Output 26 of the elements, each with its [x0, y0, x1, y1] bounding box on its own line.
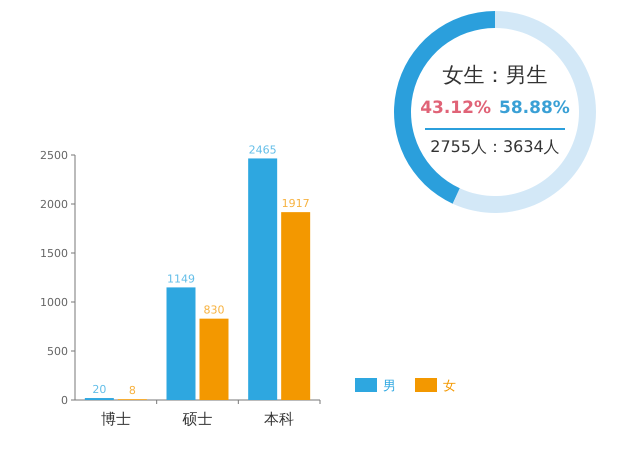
- bar: [281, 212, 310, 400]
- data-label: 1917: [282, 197, 310, 210]
- legend-label: 男: [383, 379, 396, 394]
- text: 58.88%: [499, 98, 570, 118]
- y-tick-label: 1000: [40, 296, 68, 309]
- donut-slice: [394, 11, 495, 204]
- legend-label: 女: [443, 379, 456, 394]
- data-label: 20: [92, 383, 106, 396]
- y-tick-label: 0: [61, 394, 68, 407]
- y-tick-label: 2000: [40, 198, 68, 211]
- text: 43.12%: [420, 98, 491, 118]
- y-tick-label: 1500: [40, 247, 68, 260]
- x-tick-label: 硕士: [182, 410, 212, 428]
- x-tick-label: 本科: [264, 410, 294, 428]
- data-label: 830: [204, 304, 224, 317]
- y-tick-label: 2500: [40, 149, 68, 162]
- bar: [166, 287, 196, 400]
- y-tick-label: 500: [47, 345, 68, 358]
- text: 女生：男生: [442, 63, 548, 87]
- data-label: 8: [128, 384, 136, 398]
- data-label: 1149: [167, 272, 195, 286]
- text: 2755人：3634人: [430, 137, 560, 156]
- bar: [200, 318, 228, 400]
- data-label: 2465: [248, 143, 277, 156]
- bar: [248, 158, 278, 400]
- x-tick-label: 博士: [100, 410, 131, 428]
